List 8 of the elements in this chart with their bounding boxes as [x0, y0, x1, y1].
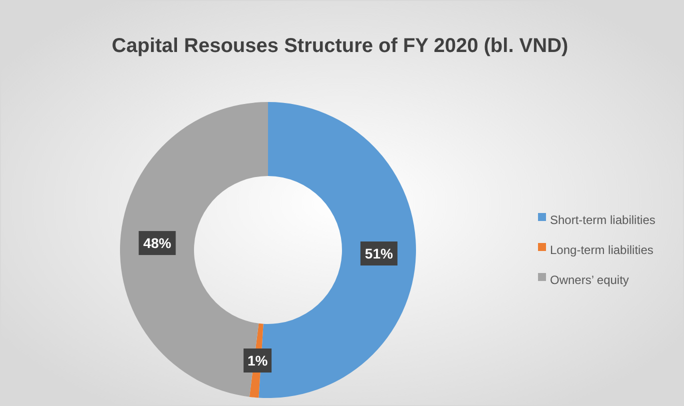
donut-slice	[120, 102, 268, 397]
legend-label: Short-term liabilities	[550, 213, 656, 228]
data-label: 48%	[143, 235, 172, 252]
legend-label: Long-term liabilities	[550, 243, 654, 258]
data-label: 51%	[364, 245, 394, 262]
chart-title: Capital Resouses Structure of FY 2020 (bl. VND)	[112, 35, 568, 57]
legend-label: Owners’ equity	[550, 273, 629, 288]
data-label: 1%	[247, 352, 268, 369]
